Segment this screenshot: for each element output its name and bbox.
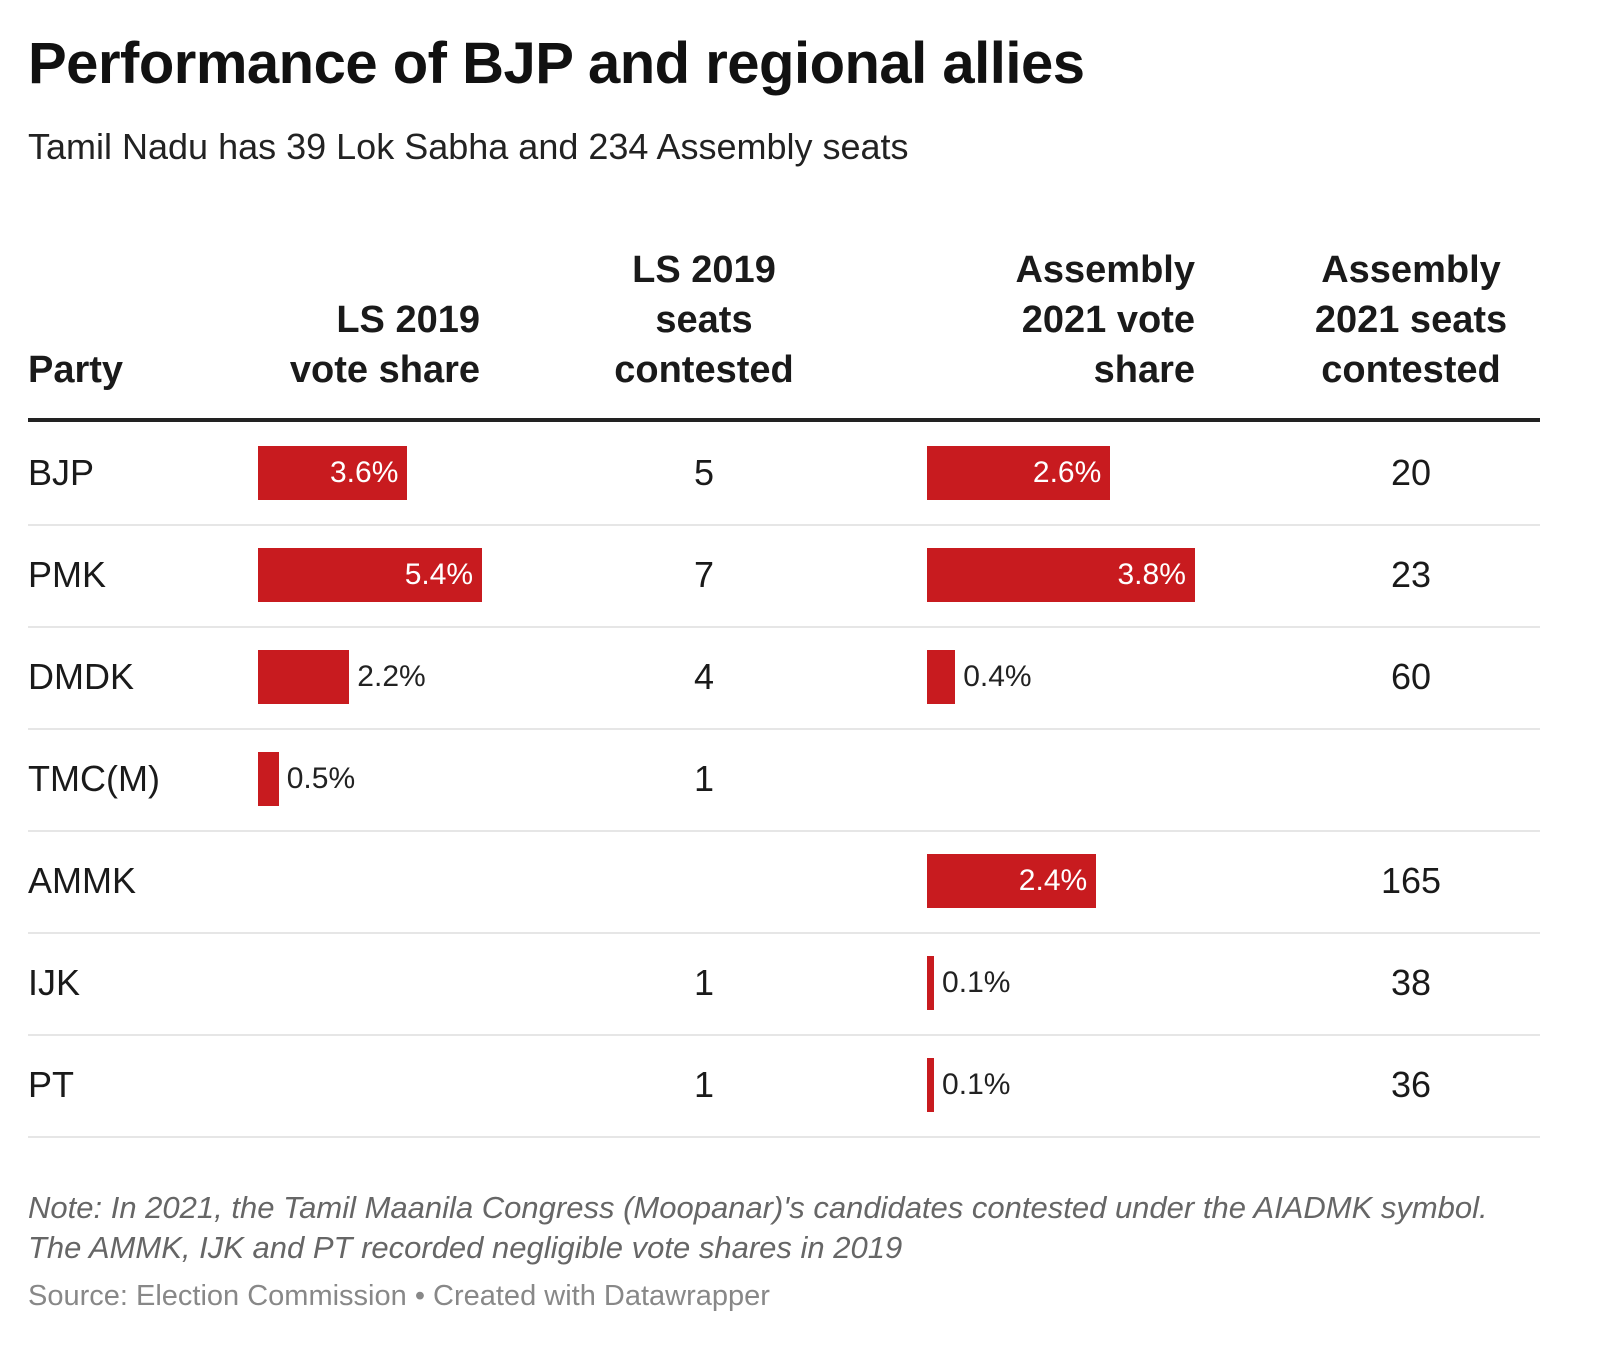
table-row: PMK 5.4% 3.8% 7 23 [28, 524, 1540, 628]
vote-share-label: 2.4% [1018, 864, 1088, 897]
vote-share-bar [927, 1058, 935, 1112]
table-row: BJP 3.6% 2.6% 5 20 [28, 422, 1540, 526]
party-name: DMDK [28, 656, 134, 697]
vote-share-bar [258, 752, 279, 806]
vote-share-label: 2.2% [357, 660, 426, 693]
assembly-seats [1311, 728, 1511, 830]
header-as-share: Assembly 2021 vote share [1015, 249, 1195, 391]
vote-share-label: 5.4% [404, 558, 474, 591]
table-row: PT 0.1% 1 36 [28, 1034, 1540, 1138]
chart-subtitle: Tamil Nadu has 39 Lok Sabha and 234 Asse… [28, 126, 909, 167]
header-party: Party [28, 349, 124, 391]
chart-title: Performance of BJP and regional allies [28, 31, 1085, 96]
assembly-seats: 38 [1390, 962, 1432, 1003]
vote-share-bar [927, 956, 935, 1010]
table-row: AMMK 2.4% 165 [28, 830, 1540, 934]
assembly-seats: 20 [1390, 452, 1432, 493]
assembly-seats: 36 [1390, 1064, 1432, 1105]
table-row: IJK 0.1% 1 38 [28, 932, 1540, 1036]
vote-share-label: 0.1% [942, 1068, 1011, 1101]
ls-seats [604, 830, 804, 932]
vote-share-bar [258, 446, 408, 500]
table-row: TMC(M) 0.5% 1 [28, 728, 1540, 832]
vote-share-label: 2.6% [1032, 456, 1102, 489]
header-as-seats: Assembly 2021 seats contested [1314, 249, 1508, 391]
vote-share-bar [927, 650, 956, 704]
vote-share-label: 3.6% [330, 456, 399, 489]
vote-share-label: 0.5% [286, 762, 356, 795]
assembly-seats: 165 [1380, 860, 1442, 901]
vote-share-bar [258, 548, 483, 602]
ls-seats: 5 [693, 452, 715, 493]
vote-share-label: 0.4% [963, 660, 1032, 693]
party-name: AMMK [28, 860, 136, 901]
party-name: TMC(M) [28, 758, 160, 799]
chart-note: Note: In 2021, the Tamil Maanila Congres… [28, 1190, 1488, 1265]
ls-seats: 1 [693, 1064, 715, 1105]
chart-source: Source: Election Commission • Created wi… [28, 1280, 770, 1312]
vote-share-bar [258, 650, 350, 704]
header-ls-share: LS 2019 vote share [289, 299, 480, 391]
vote-share-bar [927, 446, 1111, 500]
party-name: PMK [28, 554, 107, 595]
vote-share-label: 0.1% [942, 966, 1011, 999]
ls-seats: 4 [693, 656, 715, 697]
header-ls-seats: LS 2019 seats contested [614, 249, 794, 391]
header-divider [28, 418, 1540, 422]
party-name: IJK [28, 962, 81, 1003]
party-name: PT [28, 1064, 75, 1105]
ls-seats: 1 [693, 758, 715, 799]
ls-seats: 7 [693, 554, 715, 595]
ls-seats: 1 [693, 962, 715, 1003]
assembly-seats: 60 [1390, 656, 1432, 697]
table-row: DMDK 2.2% 0.4% 4 60 [28, 626, 1540, 730]
vote-share-bar [927, 854, 1097, 908]
vote-share-label: 3.8% [1117, 558, 1186, 591]
vote-share-bar [927, 548, 1195, 602]
assembly-seats: 23 [1390, 554, 1432, 595]
party-name: BJP [28, 452, 95, 493]
